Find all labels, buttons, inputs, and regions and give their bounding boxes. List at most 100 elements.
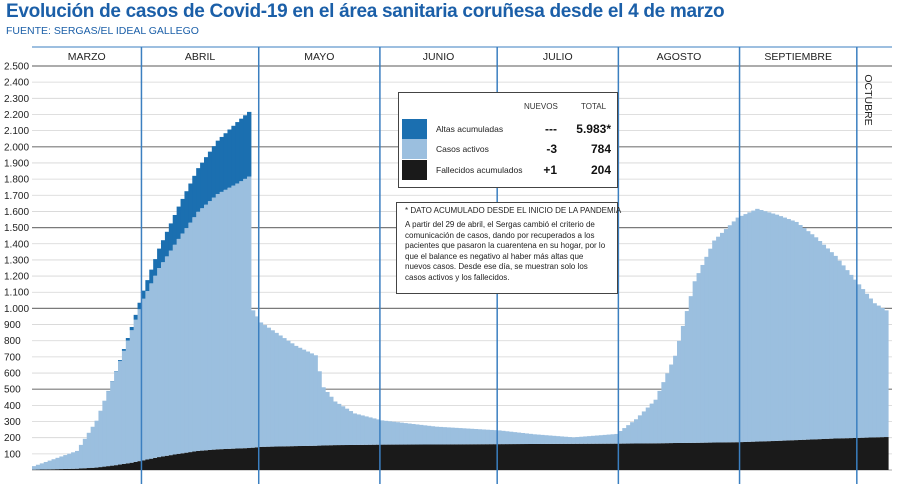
bar-activos bbox=[188, 222, 193, 453]
y-tick-label: 1.200 bbox=[4, 272, 29, 283]
bar-activos bbox=[512, 432, 518, 445]
bar-fallecidos bbox=[192, 451, 197, 470]
bar-fallecidos bbox=[137, 461, 142, 470]
bar-fallecidos bbox=[243, 448, 248, 470]
bar-fallecidos bbox=[852, 438, 858, 470]
bar-fallecidos bbox=[282, 446, 287, 470]
bar-activos bbox=[282, 338, 287, 447]
bar-fallecidos bbox=[454, 444, 459, 470]
y-tick-label: 2.000 bbox=[4, 142, 29, 153]
bar-activos bbox=[696, 273, 701, 443]
bar-activos bbox=[614, 433, 619, 444]
bar-activos bbox=[735, 217, 741, 443]
bar-fallecidos bbox=[153, 457, 158, 470]
y-tick-label: 1.300 bbox=[4, 255, 29, 266]
bar-activos bbox=[872, 303, 877, 438]
bar-activos bbox=[684, 311, 690, 443]
bar-fallecidos bbox=[489, 444, 494, 470]
legend-row-fallecidos: Fallecidos acumulados +1 204 bbox=[402, 160, 614, 180]
bar-altas bbox=[207, 151, 213, 202]
bar-fallecidos bbox=[747, 441, 752, 470]
note-text: A partir del 29 de abril, el Sergas camb… bbox=[405, 220, 606, 282]
bar-fallecidos bbox=[727, 442, 733, 470]
bar-fallecidos bbox=[278, 446, 283, 470]
note-box: * DATO ACUMULADO DESDE EL INICIO DE LA P… bbox=[396, 202, 621, 294]
bar-altas bbox=[188, 183, 193, 223]
month-label: SEPTIEMBRE bbox=[764, 51, 832, 63]
bar-fallecidos bbox=[450, 444, 455, 470]
bar-fallecidos bbox=[716, 442, 721, 470]
bar-activos bbox=[55, 457, 60, 470]
bar-activos bbox=[825, 248, 830, 439]
bar-activos bbox=[305, 351, 311, 446]
bar-fallecidos bbox=[422, 444, 428, 470]
legend-new-activos: -3 bbox=[546, 142, 557, 156]
y-tick-label: 1.400 bbox=[4, 239, 29, 250]
bar-fallecidos bbox=[133, 461, 139, 470]
bar-activos bbox=[849, 274, 854, 439]
bar-activos bbox=[270, 330, 275, 447]
chart-title: Evolución de casos de Covid-19 en el áre… bbox=[6, 1, 725, 22]
bar-activos bbox=[536, 434, 541, 444]
bar-activos bbox=[35, 464, 41, 470]
bar-fallecidos bbox=[200, 450, 205, 470]
bar-fallecidos bbox=[700, 442, 705, 470]
bar-fallecidos bbox=[551, 443, 557, 470]
bar-altas bbox=[161, 240, 166, 263]
bar-activos bbox=[372, 418, 377, 445]
bar-activos bbox=[485, 429, 490, 445]
bar-activos bbox=[125, 340, 131, 464]
legend-box: NUEVOS TOTAL Altas acumuladas --- 5.983*… bbox=[398, 92, 618, 188]
bar-fallecidos bbox=[204, 450, 209, 470]
bar-fallecidos bbox=[735, 442, 741, 470]
bar-activos bbox=[559, 436, 565, 444]
bar-activos bbox=[360, 415, 365, 445]
bar-fallecidos bbox=[571, 443, 576, 470]
bar-activos bbox=[223, 189, 228, 449]
bar-activos bbox=[759, 210, 764, 442]
bar-fallecidos bbox=[149, 458, 154, 470]
bar-fallecidos bbox=[348, 444, 354, 470]
legend-new-altas: --- bbox=[545, 122, 557, 136]
bar-fallecidos bbox=[266, 446, 271, 470]
bar-activos bbox=[321, 387, 326, 446]
legend-label-fallecidos: Fallecidos acumulados bbox=[436, 165, 523, 175]
legend-new-fallecidos: +1 bbox=[543, 163, 557, 177]
bar-altas bbox=[223, 133, 228, 190]
bar-activos bbox=[403, 423, 408, 445]
bar-activos bbox=[204, 204, 209, 451]
bar-fallecidos bbox=[305, 445, 311, 470]
bar-fallecidos bbox=[368, 444, 373, 470]
bar-fallecidos bbox=[407, 444, 412, 470]
bar-fallecidos bbox=[665, 443, 670, 470]
bar-activos bbox=[571, 437, 576, 444]
bar-altas bbox=[129, 326, 135, 331]
bar-fallecidos bbox=[235, 448, 240, 470]
bar-fallecidos bbox=[755, 441, 760, 470]
bar-activos bbox=[692, 281, 698, 443]
bar-activos bbox=[602, 434, 608, 444]
bar-activos bbox=[383, 420, 389, 445]
bar-fallecidos bbox=[829, 438, 834, 470]
bar-activos bbox=[313, 355, 318, 446]
bar-activos bbox=[649, 403, 655, 444]
bar-activos bbox=[641, 411, 647, 444]
bar-activos bbox=[802, 228, 807, 440]
bar-fallecidos bbox=[512, 444, 518, 470]
bar-fallecidos bbox=[110, 465, 115, 470]
bar-activos bbox=[200, 208, 205, 451]
bar-fallecidos bbox=[641, 443, 647, 470]
bar-altas bbox=[243, 115, 248, 179]
bar-fallecidos bbox=[809, 439, 815, 470]
bar-activos bbox=[235, 183, 240, 449]
legend-swatch-fallecidos bbox=[402, 160, 427, 180]
legend-label-altas: Altas acumuladas bbox=[436, 124, 504, 134]
bar-altas bbox=[200, 162, 205, 209]
bar-activos bbox=[493, 430, 498, 445]
bar-activos bbox=[477, 429, 483, 445]
bar-fallecidos bbox=[340, 445, 346, 470]
bar-activos bbox=[446, 427, 451, 445]
legend-header-new: NUEVOS bbox=[524, 102, 558, 111]
bar-fallecidos bbox=[164, 455, 170, 470]
bar-activos bbox=[763, 211, 768, 442]
